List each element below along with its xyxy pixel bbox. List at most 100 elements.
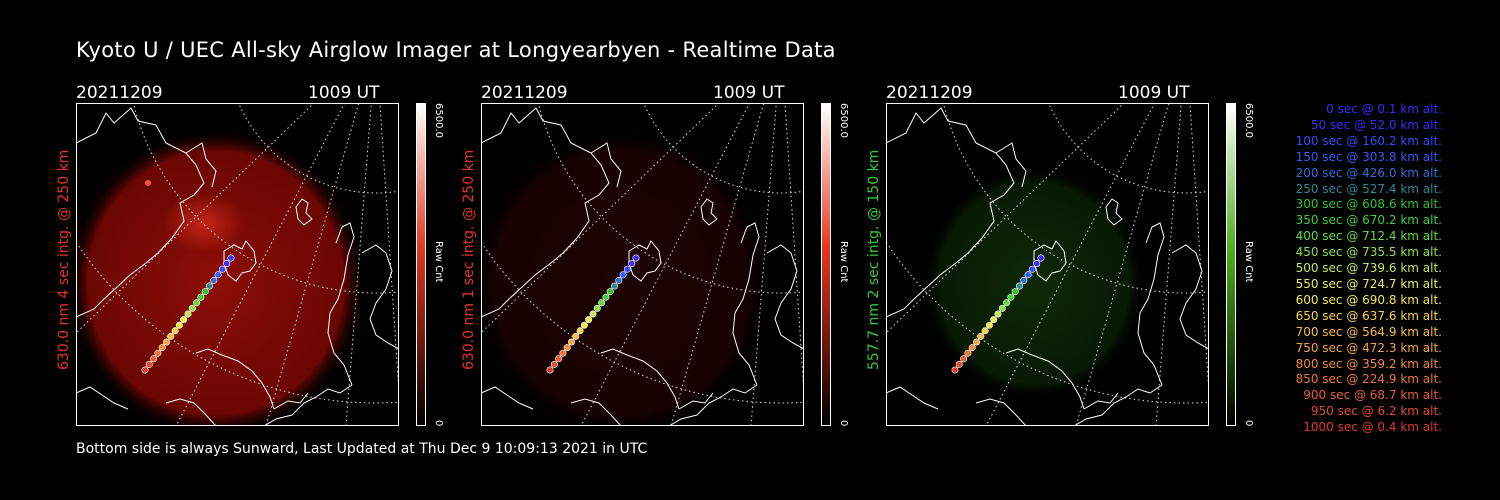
trajectory-point xyxy=(188,304,196,312)
trajectory-point xyxy=(206,282,214,290)
trajectory-point xyxy=(563,344,571,352)
trajectory-point xyxy=(977,332,985,340)
trajectory-point xyxy=(210,276,218,284)
trajectory-point xyxy=(1033,260,1041,268)
colorbar-max-label: 6500.0 xyxy=(433,103,444,138)
trajectory-point xyxy=(223,260,231,268)
panel-date: 20211209 xyxy=(481,83,568,103)
trajectory-point xyxy=(572,332,580,340)
trajectory-point xyxy=(559,349,567,357)
lat-lon-grid xyxy=(481,103,804,426)
panel-time: 1009 UT xyxy=(713,83,785,103)
trajectory-point xyxy=(615,276,623,284)
colorbar-unit-label: Raw Cnt xyxy=(433,241,444,283)
trajectory-point xyxy=(218,265,226,273)
legend-entry: 500 sec @ 739.6 km alt. xyxy=(1295,261,1442,276)
trajectory-point xyxy=(602,293,610,301)
panel-time: 1009 UT xyxy=(308,83,380,103)
colorbar-min-label: 0 xyxy=(1243,420,1254,427)
allsky-image xyxy=(76,103,399,426)
rocket-trajectory xyxy=(141,254,235,374)
trajectory-point xyxy=(175,321,183,329)
trajectory-point xyxy=(184,310,192,318)
trajectory-point xyxy=(998,304,1006,312)
trajectory-point xyxy=(546,366,554,374)
trajectory-point xyxy=(1003,299,1011,307)
legend-entry: 700 sec @ 564.9 km alt. xyxy=(1295,324,1442,339)
trajectory-point xyxy=(1007,293,1015,301)
trajectory-point xyxy=(1028,265,1036,273)
trajectory-point xyxy=(145,360,153,368)
trajectory-point xyxy=(214,271,222,279)
colorbar xyxy=(821,103,831,426)
trajectory-point xyxy=(1020,276,1028,284)
legend-entry: 0 sec @ 0.1 km alt. xyxy=(1326,102,1442,116)
rocket-trajectory xyxy=(951,254,1045,374)
legend-entry: 300 sec @ 608.6 km alt. xyxy=(1295,197,1442,212)
trajectory-point xyxy=(1011,288,1019,296)
trajectory-point xyxy=(973,338,981,346)
trajectory-point xyxy=(1024,271,1032,279)
colorbar-unit-label: Raw Cnt xyxy=(1243,241,1254,283)
colorbar-unit-label: Raw Cnt xyxy=(838,241,849,283)
trajectory-point xyxy=(1016,282,1024,290)
colorbar-min-label: 0 xyxy=(838,420,849,427)
trajectory-point xyxy=(576,327,584,335)
legend-entry: 200 sec @ 426.0 km alt. xyxy=(1295,165,1442,180)
trajectory-point xyxy=(1037,254,1045,262)
trajectory-point xyxy=(201,288,209,296)
trajectory-point xyxy=(994,310,1002,318)
legend-entry: 400 sec @ 712.4 km alt. xyxy=(1295,229,1442,244)
colorbar-min-label: 0 xyxy=(433,420,444,427)
legend-entry: 1000 sec @ 0.4 km alt. xyxy=(1303,420,1442,435)
panel-date: 20211209 xyxy=(76,83,163,103)
trajectory-point xyxy=(141,366,149,374)
lat-lon-grid xyxy=(886,103,1209,426)
airglow-field xyxy=(481,128,771,426)
panel-wavelength-label: 557.7 nm 2 sec intg. @ 150 km xyxy=(866,149,882,370)
trajectory-point xyxy=(150,355,158,363)
trajectory-point xyxy=(964,349,972,357)
legend-entry: 100 sec @ 160.2 km alt. xyxy=(1295,133,1442,148)
legend-entry: 950 sec @ 6.2 km alt. xyxy=(1310,404,1442,419)
colorbar-max-label: 6500.0 xyxy=(838,103,849,138)
trajectory-point xyxy=(623,265,631,273)
trajectory-point xyxy=(227,254,235,262)
trajectory-point xyxy=(171,327,179,335)
trajectory-point xyxy=(154,349,162,357)
coastline-map xyxy=(481,107,804,426)
panel-wavelength-label: 630.0 nm 1 sec intg. @ 250 km xyxy=(461,149,477,370)
trajectory-point xyxy=(968,344,976,352)
legend-entry: 600 sec @ 690.8 km alt. xyxy=(1295,292,1442,307)
colorbar xyxy=(1226,103,1236,426)
coastline-map xyxy=(76,107,399,426)
legend-entry: 150 sec @ 303.8 km alt. xyxy=(1295,149,1442,164)
airglow-hotspot xyxy=(164,193,244,253)
allsky-image xyxy=(481,103,804,426)
trajectory-point xyxy=(990,316,998,324)
coastline-map xyxy=(886,107,1209,426)
trajectory-point xyxy=(585,316,593,324)
trajectory-point xyxy=(985,321,993,329)
trajectory-point xyxy=(598,299,606,307)
trajectory-point xyxy=(568,338,576,346)
trajectory-point xyxy=(611,282,619,290)
trajectory-legend: 0 sec @ 0.1 km alt. 50 sec @ 52.0 km alt.… xyxy=(1262,102,1442,436)
trajectory-point xyxy=(619,271,627,279)
panel-frame xyxy=(76,103,399,426)
allsky-image xyxy=(886,103,1209,426)
trajectory-point xyxy=(981,327,989,335)
trajectory-point xyxy=(167,332,175,340)
trajectory-point xyxy=(606,288,614,296)
trajectory-point xyxy=(550,360,558,368)
legend-entry: 750 sec @ 472.3 km alt. xyxy=(1295,340,1442,355)
legend-entry: 450 sec @ 735.5 km alt. xyxy=(1295,245,1442,260)
panel-time: 1009 UT xyxy=(1118,83,1190,103)
rocket-trajectory xyxy=(546,254,640,374)
airglow-field xyxy=(76,128,366,426)
panel-date: 20211209 xyxy=(886,83,973,103)
trajectory-point xyxy=(951,366,959,374)
legend-entry: 350 sec @ 670.2 km alt. xyxy=(1295,213,1442,228)
trajectory-point xyxy=(555,355,563,363)
trajectory-point xyxy=(593,304,601,312)
